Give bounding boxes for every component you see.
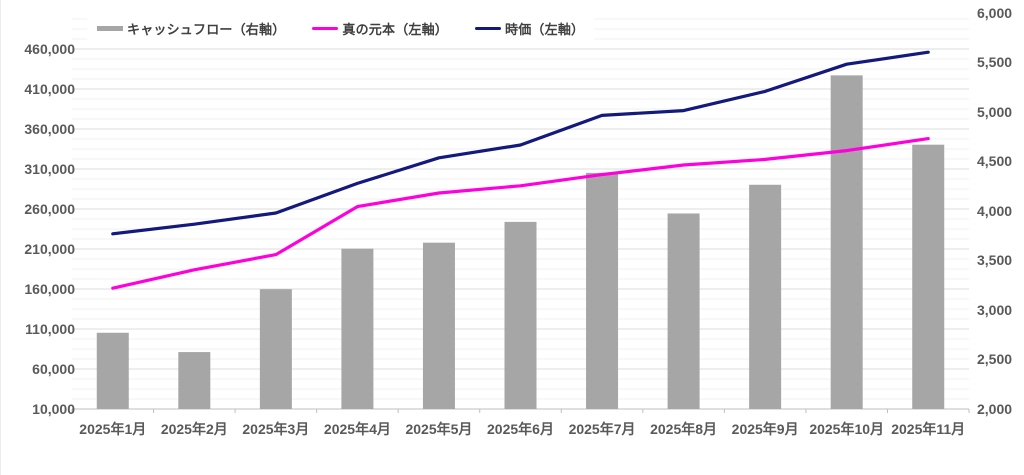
left-axis-tick-label: 210,000 [24,240,75,257]
cashflow-bar [749,184,782,409]
cashflow-bar [422,242,455,409]
x-axis-category-label: 2025年7月 [568,421,636,437]
x-axis-category-label: 2025年6月 [487,421,554,437]
x-axis-category-label: 2025年2月 [160,421,228,437]
x-axis-category-label: 2025年1月 [79,421,147,437]
principal-line [111,137,930,290]
cashflow-bar [178,352,211,409]
x-axis-category-label: 2025年10月 [809,421,885,437]
market-value-line-swatch-icon [475,27,502,30]
right-axis-tick-label: 5,000 [977,103,1013,120]
left-axis-tick-label: 360,000 [24,120,75,137]
cashflow-bar [667,213,700,409]
cashflow-bar [586,172,619,409]
x-axis-category-label: 2025年3月 [242,421,310,437]
cashflow-bar [341,248,374,409]
market-value-line [111,50,930,236]
left-axis-tick-label: 60,000 [32,360,75,377]
x-axis-category-label: 2025年5月 [405,421,473,437]
cashflow-bar [259,289,292,409]
right-axis-tick-label: 3,500 [977,252,1013,268]
cashflow-bar [504,221,537,409]
legend-item-cashflow: キャッシュフロー（右軸） [97,19,285,38]
x-axis-category-label: 2025年4月 [323,421,391,437]
right-axis-tick-label: 6,000 [977,4,1013,21]
cashflow-bar [912,144,945,410]
right-axis-tick-label: 2,500 [977,351,1013,367]
cashflow-bar-swatch-icon [97,26,123,31]
x-axis-category-label: 2025年11月 [891,421,966,437]
principal-line-swatch-icon [312,27,339,30]
right-axis-tick-label: 4,000 [977,202,1013,219]
legend-label-principal: 真の元本（左軸） [342,22,449,37]
left-axis-tick-label: 260,000 [24,200,75,217]
left-axis-tick-label: 460,000 [24,40,75,57]
left-axis-tick-label: 10,000 [32,400,75,417]
legend-label-market-value: 時価（左軸） [505,22,585,37]
cashflow-bar [96,332,129,409]
right-axis-tick-label: 3,000 [977,301,1013,318]
x-axis-category-label: 2025年9月 [731,421,799,437]
legend-item-market-value: 時価（左軸） [475,19,584,38]
left-axis-tick-label: 160,000 [24,280,75,297]
legend-label-cashflow: キャッシュフロー（右軸） [127,22,286,37]
left-axis-tick-label: 410,000 [24,80,75,97]
right-axis-tick-label: 4,500 [977,153,1013,169]
x-axis-category-label: 2025年8月 [650,421,718,437]
legend-item-principal: 真の元本（左軸） [312,19,448,38]
right-axis-tick-label: 5,500 [977,54,1013,70]
left-axis-tick-label: 310,000 [24,160,75,177]
legend: キャッシュフロー（右軸） 真の元本（左軸） 時価（左軸） [87,13,595,44]
cashflow-bar [830,75,863,410]
right-axis-tick-label: 2,000 [977,400,1013,417]
left-axis-tick-label: 110,000 [25,320,75,337]
